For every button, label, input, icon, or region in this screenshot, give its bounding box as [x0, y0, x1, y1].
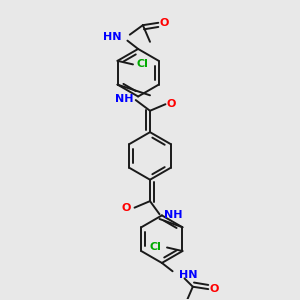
- Text: O: O: [122, 203, 131, 213]
- Text: O: O: [209, 284, 219, 294]
- Text: NH: NH: [115, 94, 134, 104]
- Text: Cl: Cl: [136, 59, 148, 69]
- Text: HN: HN: [178, 270, 197, 280]
- Text: Cl: Cl: [149, 242, 161, 253]
- Text: HN: HN: [103, 32, 122, 42]
- Text: O: O: [160, 18, 169, 28]
- Text: O: O: [167, 99, 176, 109]
- Text: NH: NH: [164, 210, 183, 220]
